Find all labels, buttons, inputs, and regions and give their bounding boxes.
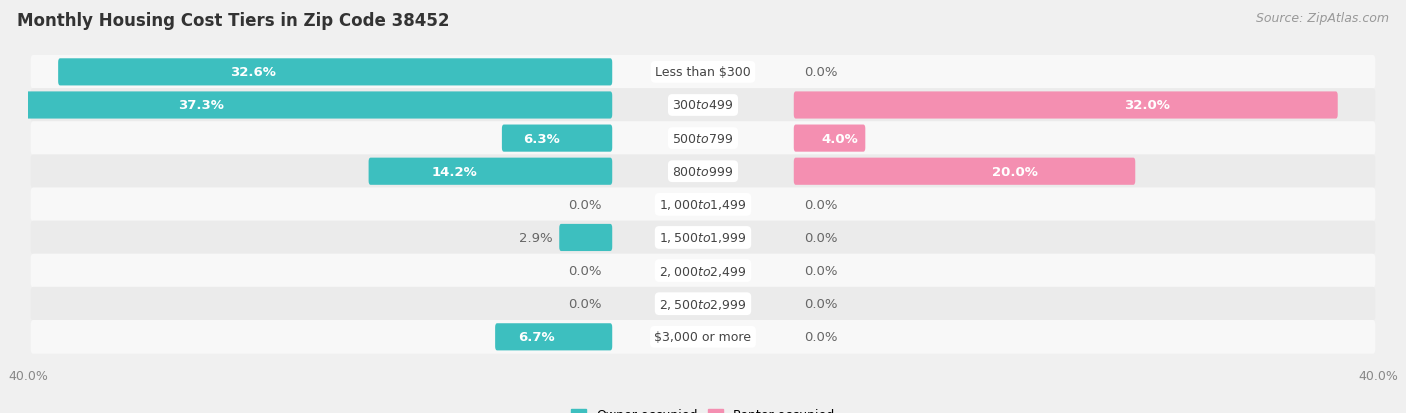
FancyBboxPatch shape: [31, 320, 1375, 354]
Text: 37.3%: 37.3%: [179, 99, 224, 112]
Text: 32.0%: 32.0%: [1123, 99, 1170, 112]
Text: 2.9%: 2.9%: [519, 231, 553, 244]
Text: 0.0%: 0.0%: [804, 198, 838, 211]
Text: 0.0%: 0.0%: [568, 198, 602, 211]
Text: 0.0%: 0.0%: [568, 297, 602, 311]
FancyBboxPatch shape: [31, 155, 1375, 189]
FancyBboxPatch shape: [31, 287, 1375, 321]
FancyBboxPatch shape: [31, 188, 1375, 222]
Text: 32.6%: 32.6%: [229, 66, 276, 79]
FancyBboxPatch shape: [368, 158, 612, 185]
FancyBboxPatch shape: [31, 254, 1375, 288]
FancyBboxPatch shape: [58, 59, 612, 86]
Text: $1,500 to $1,999: $1,500 to $1,999: [659, 231, 747, 245]
Text: 4.0%: 4.0%: [821, 132, 858, 145]
Legend: Owner-occupied, Renter-occupied: Owner-occupied, Renter-occupied: [567, 404, 839, 413]
FancyBboxPatch shape: [31, 89, 1375, 123]
Text: Less than $300: Less than $300: [655, 66, 751, 79]
Text: 0.0%: 0.0%: [804, 297, 838, 311]
Text: 6.3%: 6.3%: [523, 132, 560, 145]
FancyBboxPatch shape: [502, 125, 612, 152]
Text: Source: ZipAtlas.com: Source: ZipAtlas.com: [1256, 12, 1389, 25]
Text: 14.2%: 14.2%: [432, 165, 478, 178]
Text: $1,000 to $1,499: $1,000 to $1,499: [659, 198, 747, 212]
Text: $2,000 to $2,499: $2,000 to $2,499: [659, 264, 747, 278]
FancyBboxPatch shape: [0, 92, 612, 119]
Text: 6.7%: 6.7%: [519, 330, 555, 344]
Text: 0.0%: 0.0%: [804, 330, 838, 344]
FancyBboxPatch shape: [794, 158, 1135, 185]
Text: 0.0%: 0.0%: [804, 231, 838, 244]
FancyBboxPatch shape: [560, 224, 612, 252]
Text: $300 to $499: $300 to $499: [672, 99, 734, 112]
Text: $2,500 to $2,999: $2,500 to $2,999: [659, 297, 747, 311]
FancyBboxPatch shape: [495, 323, 612, 351]
FancyBboxPatch shape: [794, 92, 1337, 119]
FancyBboxPatch shape: [794, 125, 865, 152]
Text: $500 to $799: $500 to $799: [672, 132, 734, 145]
Text: $800 to $999: $800 to $999: [672, 165, 734, 178]
Text: 0.0%: 0.0%: [804, 264, 838, 278]
Text: $3,000 or more: $3,000 or more: [655, 330, 751, 344]
FancyBboxPatch shape: [31, 122, 1375, 156]
Text: 20.0%: 20.0%: [993, 165, 1038, 178]
Text: 0.0%: 0.0%: [804, 66, 838, 79]
Text: 0.0%: 0.0%: [568, 264, 602, 278]
FancyBboxPatch shape: [31, 56, 1375, 90]
FancyBboxPatch shape: [31, 221, 1375, 255]
Text: Monthly Housing Cost Tiers in Zip Code 38452: Monthly Housing Cost Tiers in Zip Code 3…: [17, 12, 450, 30]
